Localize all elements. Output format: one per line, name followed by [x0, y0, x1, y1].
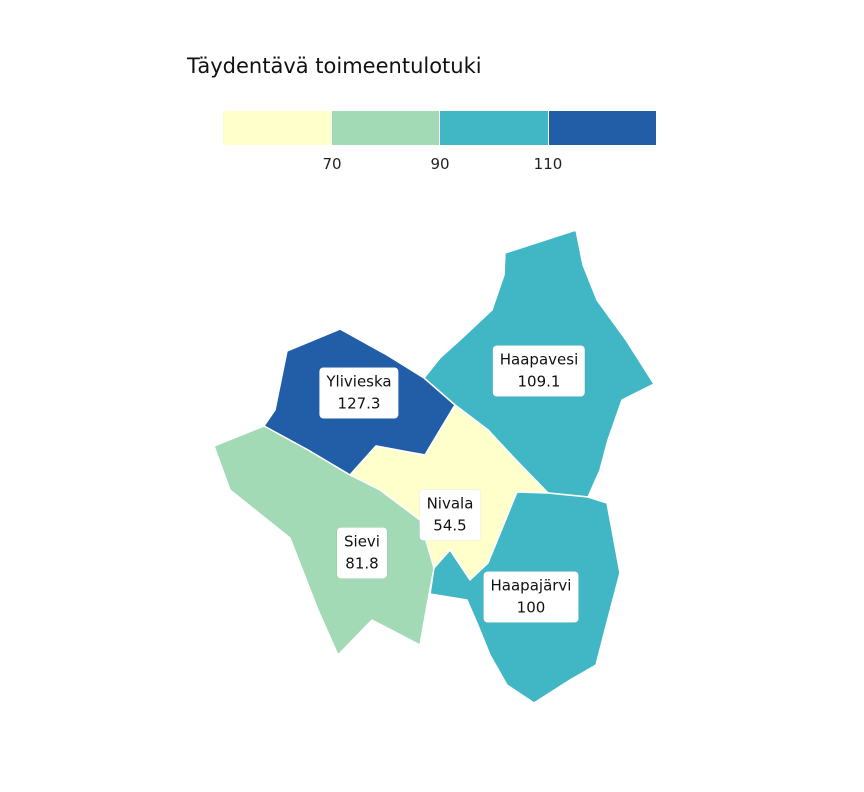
- legend-swatch-2: [331, 111, 440, 145]
- legend-swatch-4: [548, 111, 656, 145]
- region-label-haapavesi: Haapavesi 109.1: [492, 345, 586, 397]
- region-label-haapajarvi: Haapajärvi 100: [483, 571, 579, 623]
- region-value: 100: [516, 598, 546, 617]
- legend-break-1: 70: [322, 155, 342, 173]
- region-name: Haapajärvi: [490, 576, 572, 595]
- region-name: Nivala: [426, 494, 474, 513]
- legend-swatch-3: [440, 111, 549, 145]
- region-name: Sievi: [344, 532, 380, 551]
- region-label-ylivieska: Ylivieska 127.3: [319, 367, 399, 419]
- region-label-nivala: Nivala 54.5: [419, 489, 481, 541]
- legend-break-2: 90: [430, 155, 450, 173]
- legend-break-3: 110: [533, 155, 563, 173]
- color-legend: [223, 111, 656, 145]
- legend-swatch-1: [223, 111, 332, 145]
- region-sievi[interactable]: [213, 425, 435, 656]
- region-value: 127.3: [337, 394, 381, 413]
- region-value: 54.5: [433, 516, 467, 535]
- map-title: Täydentävä toimeentulotuki: [187, 54, 482, 78]
- region-value: 81.8: [345, 554, 379, 573]
- region-value: 109.1: [517, 372, 561, 391]
- region-label-sievi: Sievi 81.8: [337, 527, 387, 579]
- region-name: Ylivieska: [326, 372, 392, 391]
- region-name: Haapavesi: [499, 350, 579, 369]
